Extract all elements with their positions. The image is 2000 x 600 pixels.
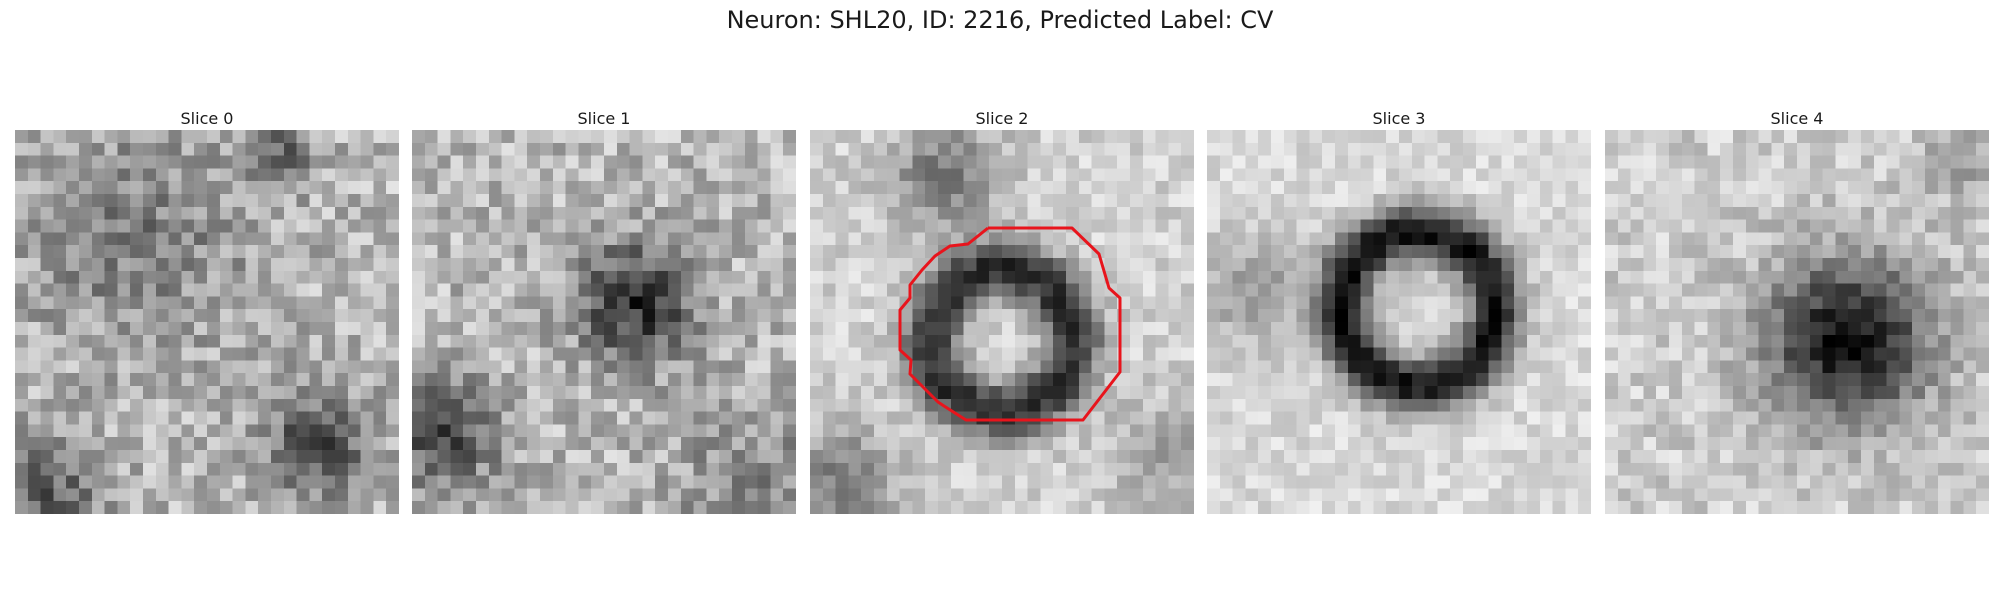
figure-title: Neuron: SHL20, ID: 2216, Predicted Label… bbox=[726, 6, 1274, 34]
slice-title: Slice 3 bbox=[1372, 109, 1426, 128]
slice-image bbox=[15, 130, 399, 514]
slice-panel-0: Slice 0 bbox=[15, 108, 399, 514]
slice-title: Slice 2 bbox=[975, 109, 1029, 128]
slice-image bbox=[1605, 130, 1989, 514]
slice-panel-2: Slice 2 bbox=[810, 108, 1194, 514]
slice-title: Slice 4 bbox=[1770, 109, 1824, 128]
slice-image bbox=[1207, 130, 1591, 514]
slice-panel-4: Slice 4 bbox=[1605, 108, 1989, 514]
slice-panel-3: Slice 3 bbox=[1207, 108, 1591, 514]
slice-panel-1: Slice 1 bbox=[412, 108, 796, 514]
slice-title: Slice 0 bbox=[180, 109, 234, 128]
slice-image bbox=[810, 130, 1194, 514]
slice-image bbox=[412, 130, 796, 514]
slice-title: Slice 1 bbox=[577, 109, 631, 128]
